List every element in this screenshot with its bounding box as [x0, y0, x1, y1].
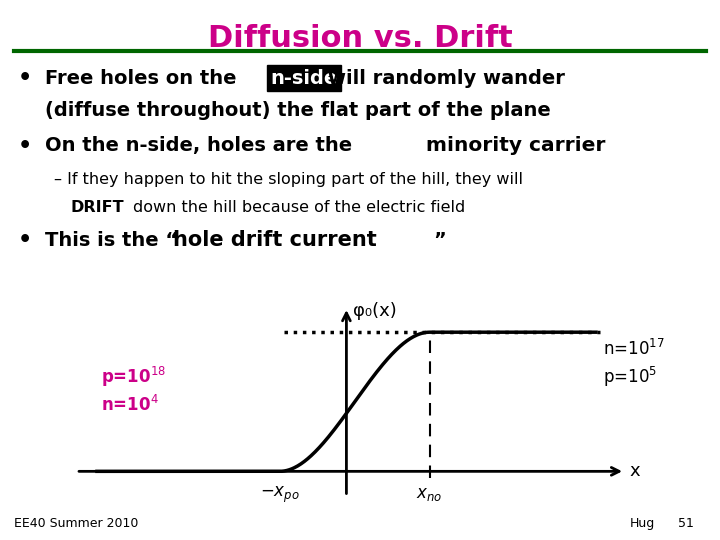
Text: On the n-side, holes are the: On the n-side, holes are the: [45, 136, 359, 156]
Text: Free holes on the: Free holes on the: [45, 69, 243, 88]
Text: – If they happen to hit the sloping part of the hill, they will: – If they happen to hit the sloping part…: [54, 172, 523, 187]
Text: DRIFT: DRIFT: [71, 200, 124, 215]
Text: ”: ”: [433, 231, 446, 250]
Text: will randomly wander: will randomly wander: [328, 69, 564, 88]
Text: φ₀(x): φ₀(x): [353, 302, 397, 320]
Text: Hug: Hug: [630, 517, 655, 530]
Text: •: •: [18, 68, 32, 89]
Text: •: •: [18, 230, 32, 251]
Text: hole drift current: hole drift current: [173, 230, 377, 251]
Text: p=10$^{5}$: p=10$^{5}$: [603, 364, 657, 389]
Text: This is the “: This is the “: [45, 231, 178, 250]
Text: x: x: [629, 462, 640, 481]
Text: minority carrier: minority carrier: [426, 136, 606, 156]
Text: n-side: n-side: [270, 69, 337, 88]
Text: EE40 Summer 2010: EE40 Summer 2010: [14, 517, 139, 530]
Text: 51: 51: [678, 517, 694, 530]
Text: (diffuse throughout) the flat part of the plane: (diffuse throughout) the flat part of th…: [45, 101, 550, 120]
Text: down the hill because of the electric field: down the hill because of the electric fi…: [133, 200, 465, 215]
Text: n=10$^{4}$: n=10$^{4}$: [101, 395, 159, 415]
Text: n=10$^{17}$: n=10$^{17}$: [603, 339, 665, 359]
Text: p=10$^{18}$: p=10$^{18}$: [101, 364, 166, 389]
Text: •: •: [18, 136, 32, 156]
Text: Diffusion vs. Drift: Diffusion vs. Drift: [207, 24, 513, 53]
Text: $x_{no}$: $x_{no}$: [416, 485, 443, 503]
Text: $-x_{po}$: $-x_{po}$: [260, 485, 300, 505]
